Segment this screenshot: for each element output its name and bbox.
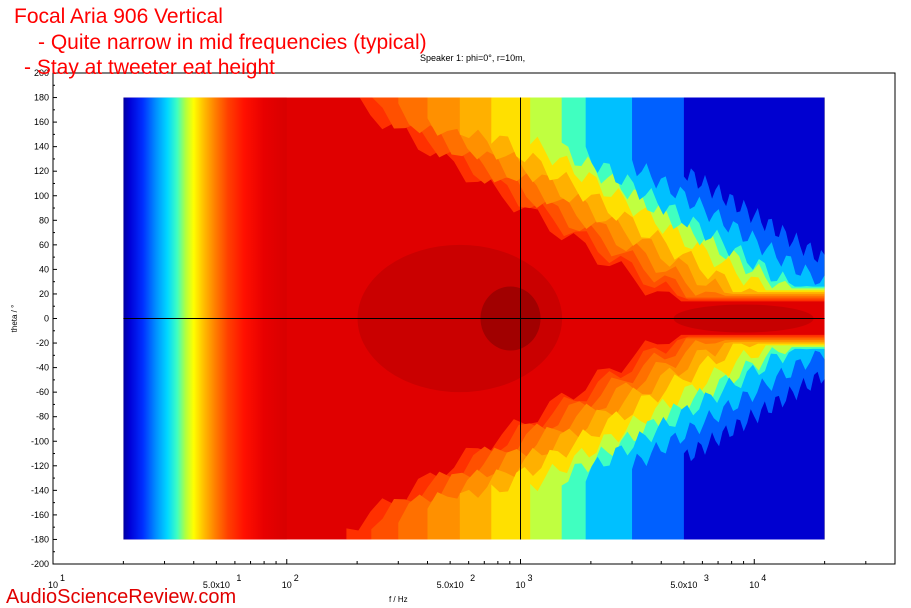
chart-subtitle: Speaker 1: phi=0°, r=10m, <box>420 53 526 63</box>
y-tick-label: 200 <box>34 68 49 78</box>
x-tick-exponent: 3 <box>528 573 533 583</box>
y-tick-label: -120 <box>31 461 49 471</box>
y-tick-label: 60 <box>39 240 49 250</box>
y-axis-title: theta / ° <box>10 305 19 333</box>
x-tick-label: 10 <box>749 580 759 590</box>
y-tick-label: 0 <box>44 314 49 324</box>
annotation-note-narrow-mids: - Quite narrow in mid frequencies (typic… <box>38 31 427 54</box>
heatmap-fill <box>123 97 825 540</box>
y-tick-label: 180 <box>34 93 49 103</box>
axes: 200180160140120100806040200-20-40-60-80-… <box>10 68 896 604</box>
watermark-logo-text: AudioScienceReview.com <box>6 586 237 608</box>
heat-contour-lower <box>683 371 825 540</box>
annotation-title: Focal Aria 906 Vertical <box>14 5 223 28</box>
y-tick-label: -200 <box>31 559 49 569</box>
y-tick-label: 120 <box>34 166 49 176</box>
y-tick-label: 40 <box>39 264 49 274</box>
y-tick-label: 160 <box>34 117 49 127</box>
x-tick-label: 10 <box>282 580 292 590</box>
x-tick-label: 5.0x10 <box>670 580 697 590</box>
x-axis-title: f / Hz <box>389 595 408 604</box>
x-tick-exponent: 2 <box>294 573 299 583</box>
heat-contour-upper <box>683 97 825 263</box>
y-tick-label: -100 <box>31 436 49 446</box>
x-tick-exponent: 1 <box>60 573 65 583</box>
x-tick-label: 10 <box>48 580 58 590</box>
x-tick-exponent: 1 <box>236 573 241 583</box>
heatmap-area <box>123 97 825 540</box>
y-tick-label: -40 <box>36 363 49 373</box>
x-tick-label: 10 <box>516 580 526 590</box>
y-tick-label: -180 <box>31 534 49 544</box>
y-tick-label: -160 <box>31 510 49 520</box>
annotation-note-tweeter-height: - Stay at tweeter eat height <box>24 56 275 79</box>
y-tick-label: 100 <box>34 191 49 201</box>
x-tick-exponent: 4 <box>761 573 766 583</box>
x-tick-exponent: 2 <box>470 573 475 583</box>
y-tick-label: -140 <box>31 485 49 495</box>
y-tick-label: -20 <box>36 338 49 348</box>
y-tick-label: -60 <box>36 387 49 397</box>
y-tick-label: -80 <box>36 412 49 422</box>
y-tick-label: 140 <box>34 142 49 152</box>
x-tick-exponent: 3 <box>704 573 709 583</box>
x-tick-label: 5.0x10 <box>203 580 230 590</box>
x-tick-label: 5.0x10 <box>437 580 464 590</box>
y-tick-label: 20 <box>39 289 49 299</box>
y-tick-label: 80 <box>39 215 49 225</box>
